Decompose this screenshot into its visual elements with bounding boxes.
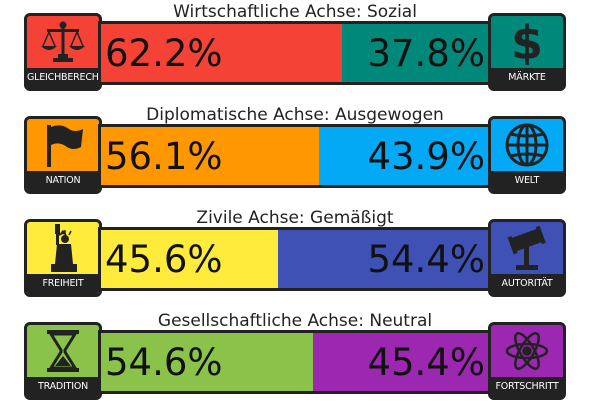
badge-label: MÄRKTE [491, 68, 563, 88]
badge-markets: $ MÄRKTE [488, 13, 566, 91]
axis-societal: Gesellschaftliche Achse: Neutral TRADITI… [0, 309, 590, 412]
bar-segment-nation: 56.1% [101, 127, 319, 185]
badge-label: TRADITION [27, 377, 99, 397]
percent-label: 54.6% [105, 340, 223, 384]
badge-liberty: FREIHEIT [24, 219, 102, 297]
bar-segment-world: 43.9% [318, 127, 489, 185]
percent-label: 45.6% [105, 237, 223, 281]
badge-label: NATION [27, 171, 99, 191]
axis-bar: 54.6% 45.4% [98, 330, 492, 394]
liberty-statue-icon [27, 222, 99, 274]
globe-icon [491, 119, 563, 171]
dollar-icon: $ [491, 16, 563, 68]
badge-authority: AUTORITÄT [488, 219, 566, 297]
axis-diplomatic: Diplomatische Achse: Ausgewogen NATION 5… [0, 103, 590, 206]
axis-title: Diplomatische Achse: Ausgewogen [146, 105, 444, 125]
axis-title: Zivile Achse: Gemäßigt [196, 208, 394, 228]
bar-segment-tradition: 54.6% [101, 333, 313, 391]
flag-icon [27, 119, 99, 171]
svg-text:$: $ [511, 19, 543, 65]
gavel-icon [491, 222, 563, 274]
badge-nation: NATION [24, 116, 102, 194]
axis-title: Gesellschaftliche Achse: Neutral [157, 311, 433, 331]
badge-label: FREIHEIT [27, 274, 99, 294]
badge-label: GLEICHBERECHTIGUNG [27, 68, 99, 88]
bar-segment-equality: 62.2% [101, 24, 343, 82]
bar-segment-authority: 54.4% [277, 230, 489, 288]
badge-label: WELT [491, 171, 563, 191]
bar-segment-progress: 45.4% [312, 333, 489, 391]
axis-bar: 45.6% 54.4% [98, 227, 492, 291]
badge-label: FORTSCHRITT [491, 377, 563, 397]
bar-segment-markets: 37.8% [342, 24, 489, 82]
percent-label: 62.2% [105, 31, 223, 75]
percent-label: 54.4% [367, 237, 485, 281]
percent-label: 43.9% [367, 134, 485, 178]
hourglass-icon [27, 325, 99, 377]
badge-world: WELT [488, 116, 566, 194]
scales-icon [27, 16, 99, 68]
axis-title: Wirtschaftliche Achse: Sozial [173, 2, 417, 22]
badge-label: AUTORITÄT [491, 274, 563, 294]
percent-label: 56.1% [105, 134, 223, 178]
percent-label: 45.4% [367, 340, 485, 384]
badge-equality: GLEICHBERECHTIGUNG [24, 13, 102, 91]
atom-icon [491, 325, 563, 377]
badge-progress: FORTSCHRITT [488, 322, 566, 400]
axis-bar: 62.2% 37.8% [98, 21, 492, 85]
bar-segment-liberty: 45.6% [101, 230, 278, 288]
axis-civil: Zivile Achse: Gemäßigt FREIHEIT 45.6% 54… [0, 206, 590, 309]
badge-tradition: TRADITION [24, 322, 102, 400]
axis-economic: Wirtschaftliche Achse: Sozial GLEICHBERE… [0, 0, 590, 103]
percent-label: 37.8% [367, 31, 485, 75]
axis-bar: 56.1% 43.9% [98, 124, 492, 188]
